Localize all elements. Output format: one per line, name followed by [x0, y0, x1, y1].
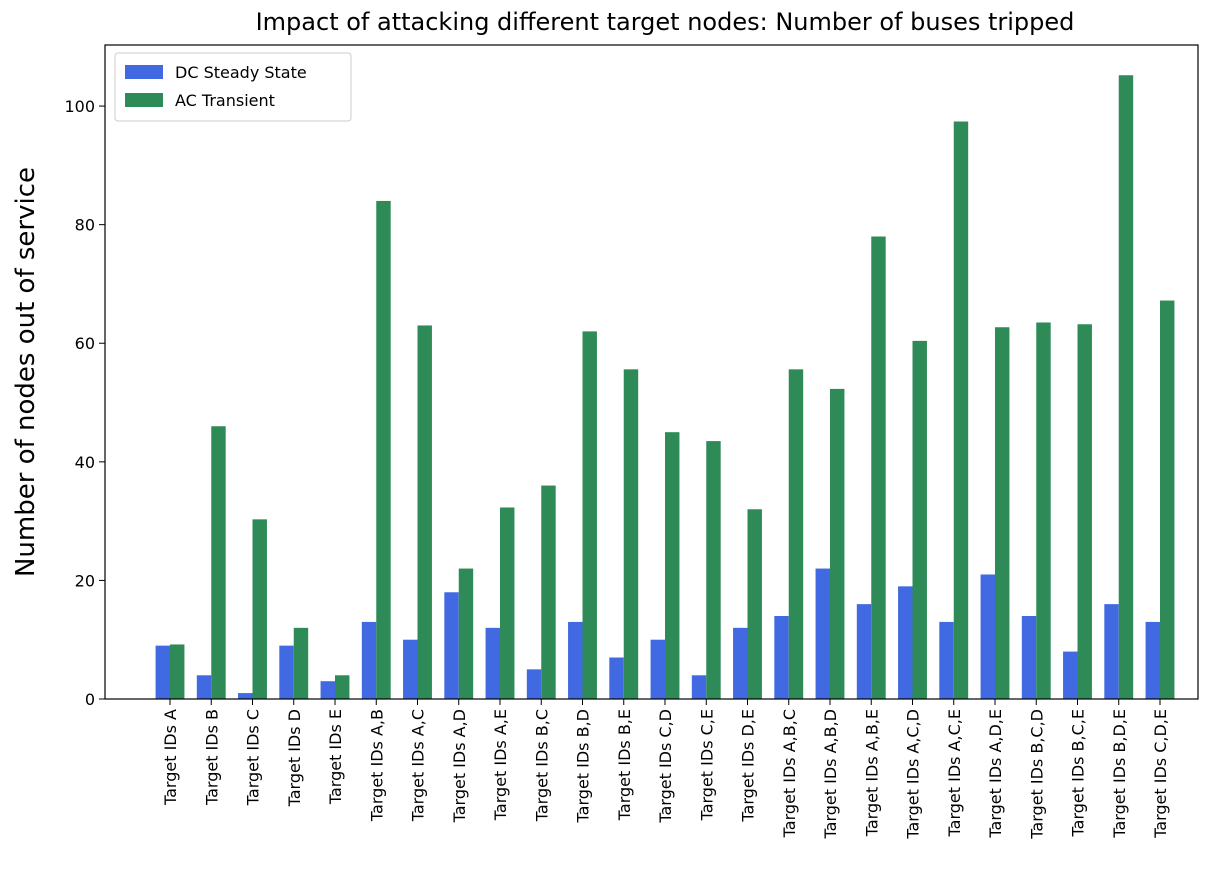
- bar: [293, 627, 309, 699]
- x-tick-label: Target IDs B,C,D: [1027, 709, 1046, 840]
- x-tick-label: Target IDs A,D,E: [986, 709, 1005, 839]
- bar: [458, 568, 474, 699]
- bar: [252, 519, 267, 699]
- x-tick-label: Target IDs B: [202, 709, 221, 806]
- bar: [500, 507, 515, 699]
- x-tick-label: Target IDs A,C,E: [945, 709, 964, 837]
- bar: [526, 669, 542, 699]
- bar: [1118, 75, 1134, 699]
- bar: [1145, 621, 1160, 699]
- bar: [444, 592, 459, 699]
- x-tick-label: Target IDs A,C: [409, 709, 428, 822]
- y-tick-label: 80: [75, 216, 95, 235]
- x-tick-label: Target IDs A: [161, 709, 180, 806]
- bar: [196, 675, 212, 699]
- bar: [623, 369, 639, 699]
- x-tick-label: Target IDs C,E: [697, 709, 716, 821]
- bar: [582, 331, 597, 699]
- bar: [609, 657, 624, 699]
- x-tick-label: Target IDs D,E: [739, 709, 758, 823]
- x-tick-label: Target IDs A,B,D: [821, 709, 840, 839]
- x-tick-label: Target IDs B,C: [532, 709, 551, 822]
- legend-swatch: [125, 93, 163, 107]
- x-tick-label: Target IDs A,D: [450, 709, 469, 823]
- bar: [691, 675, 707, 699]
- y-axis-label: Number of nodes out of service: [11, 167, 41, 577]
- bar: [830, 388, 845, 699]
- bar: [279, 645, 294, 699]
- x-tick-label: Target IDs A,E: [491, 709, 510, 821]
- bar: [1063, 651, 1078, 699]
- bar: [1036, 322, 1051, 699]
- x-tick-label: Target IDs A,B,E: [862, 709, 881, 837]
- bar: [912, 340, 927, 699]
- bar: [403, 639, 418, 699]
- legend-label: AC Transient: [175, 91, 275, 110]
- bar: [155, 645, 170, 699]
- bar: [170, 644, 185, 699]
- legend-swatch: [125, 65, 163, 79]
- bar: [856, 604, 872, 699]
- bar: [568, 621, 583, 699]
- bar: [774, 615, 789, 699]
- bar: [1077, 324, 1092, 699]
- bar: [665, 432, 680, 699]
- bar: [485, 627, 500, 699]
- bar: [706, 441, 721, 699]
- x-tick-label: Target IDs A,B: [367, 709, 386, 822]
- bar: [1160, 300, 1175, 699]
- bar: [733, 627, 748, 699]
- x-tick-label: Target IDs B,D: [574, 709, 593, 823]
- bar: [650, 639, 665, 699]
- bar: [980, 574, 995, 699]
- x-tick-label: Target IDs A,C,D: [904, 709, 923, 840]
- chart-title: Impact of attacking different target nod…: [256, 8, 1075, 36]
- axes-frame: [104, 44, 1199, 700]
- bar: [211, 426, 226, 699]
- y-tick-label: 20: [75, 571, 95, 590]
- y-tick-label: 60: [75, 334, 95, 353]
- bar: [953, 121, 969, 699]
- bar: [238, 693, 253, 699]
- bar: [541, 485, 556, 699]
- x-tick-label: Target IDs E: [326, 709, 345, 805]
- bar: [939, 621, 954, 699]
- x-tick-label: Target IDs C: [244, 709, 263, 806]
- x-tick-label: Target IDs C,D,E: [1151, 709, 1170, 839]
- bar: [376, 200, 391, 699]
- y-tick-label: 0: [85, 690, 95, 709]
- bar: [335, 675, 350, 699]
- bar: [995, 327, 1010, 699]
- x-tick-label: Target IDs B,C,E: [1069, 709, 1088, 837]
- bar: [788, 369, 804, 699]
- x-tick-label: Target IDs A,B,C: [780, 709, 799, 838]
- x-tick-label: Target IDs C,D: [656, 709, 675, 824]
- bar: [320, 681, 335, 699]
- bar: [747, 509, 762, 699]
- bar: [361, 621, 377, 699]
- x-tick-label: Target IDs D: [285, 709, 304, 807]
- y-tick-label: 100: [64, 97, 95, 116]
- bar: [1104, 604, 1119, 699]
- y-tick-label: 40: [75, 453, 95, 472]
- bar: [417, 325, 432, 699]
- legend-label: DC Steady State: [175, 63, 307, 82]
- bar: [871, 236, 886, 699]
- bar: [815, 568, 830, 699]
- x-tick-label: Target IDs B,D,E: [1110, 709, 1129, 839]
- bar: [1021, 615, 1037, 699]
- legend-box: [114, 52, 352, 122]
- x-tick-label: Target IDs B,E: [615, 709, 634, 821]
- bar: [898, 586, 913, 699]
